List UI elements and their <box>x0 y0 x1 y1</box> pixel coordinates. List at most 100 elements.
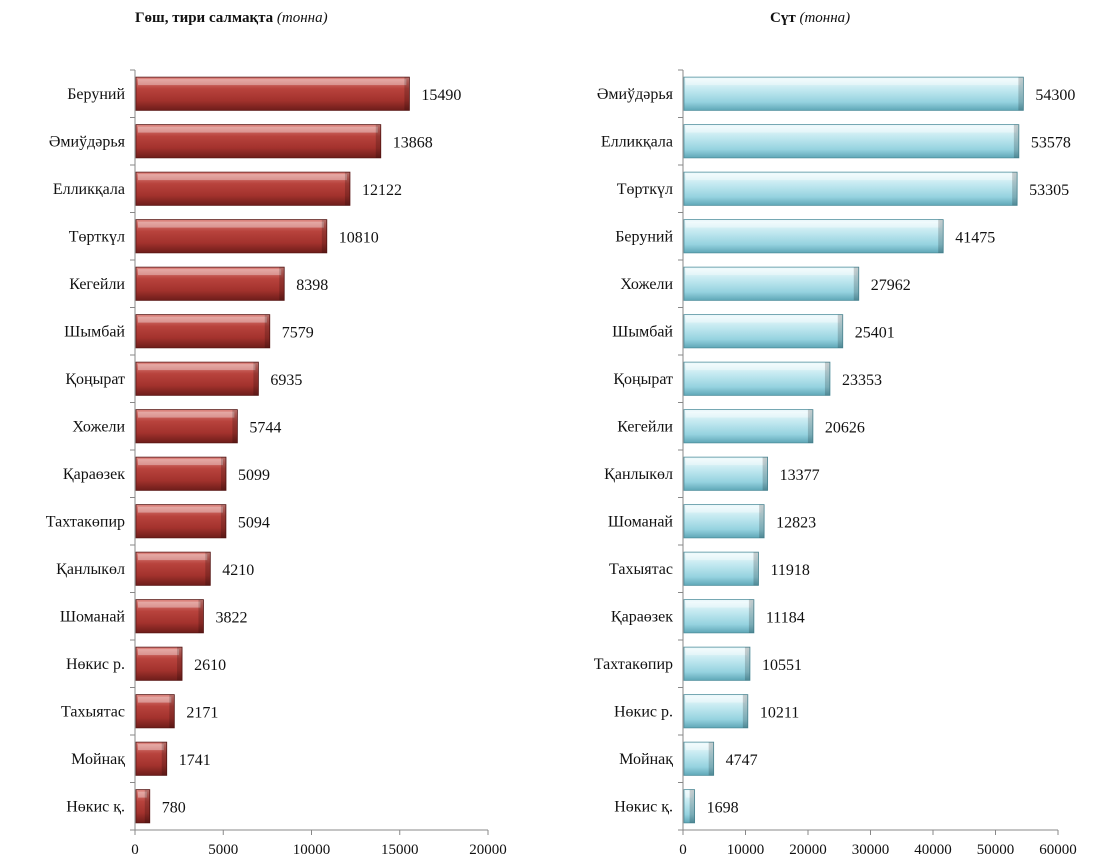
left-bar-highlight <box>138 506 223 513</box>
right-category-label: Қанлыкөл <box>604 466 673 483</box>
left-bar <box>135 504 227 539</box>
right-value-label: 20626 <box>825 419 865 436</box>
left-bar-highlight <box>138 601 201 608</box>
left-bar-group <box>135 551 211 586</box>
left-value-label: 5744 <box>249 419 281 436</box>
left-bar-highlight <box>138 791 147 798</box>
right-chart-unit: (тонна) <box>799 10 851 26</box>
left-bar-endcap <box>220 504 226 538</box>
right-bar-group <box>683 551 759 586</box>
left-bar-endcap <box>321 219 327 253</box>
left-value-label: 8398 <box>296 277 328 294</box>
left-bar-group <box>135 789 151 824</box>
left-category-label: Нөкис қ. <box>66 798 125 815</box>
right-bar-group <box>683 219 944 254</box>
right-bar-highlight <box>686 554 756 561</box>
right-value-label: 23353 <box>842 372 882 389</box>
right-bar-endcap <box>744 647 750 681</box>
right-category-label: Мойнақ <box>619 751 673 768</box>
right-bar <box>683 694 749 729</box>
left-category-label: Елликқала <box>53 181 125 198</box>
left-chart-title: Гөш, тири салмақта (тонна) <box>135 10 328 27</box>
right-bar-highlight <box>686 269 856 276</box>
right-category-label: Хожели <box>620 276 673 293</box>
right-bar-highlight <box>686 601 751 608</box>
right-bar <box>683 314 844 349</box>
left-bar-highlight <box>138 126 378 133</box>
left-bar <box>135 266 285 301</box>
left-bar-group <box>135 266 285 301</box>
left-bar <box>135 694 175 729</box>
right-bar-endcap <box>1012 172 1018 206</box>
right-bar-endcap <box>742 694 748 728</box>
right-bar-highlight <box>686 649 747 656</box>
right-bar <box>683 741 715 776</box>
right-category-label: Әмиўдәрья <box>597 86 674 103</box>
left-bar-group <box>135 124 382 159</box>
right-x-tick-label: 0 <box>679 842 687 858</box>
right-bar-group <box>683 266 860 301</box>
right-bar-endcap <box>1018 77 1024 111</box>
right-bar-endcap <box>689 789 695 823</box>
left-value-label: 5099 <box>238 467 270 484</box>
left-bar-highlight <box>138 79 407 86</box>
left-bar-group <box>135 314 271 349</box>
right-value-label: 27962 <box>871 277 911 294</box>
left-value-label: 5094 <box>238 514 270 531</box>
right-bar-highlight <box>686 411 810 418</box>
left-category-label: Шоманай <box>60 608 126 625</box>
right-x-tick-label: 10000 <box>727 842 765 858</box>
left-category-label: Хожели <box>72 418 125 435</box>
left-bar-group <box>135 599 204 634</box>
left-category-label: Әмиўдәрья <box>49 133 126 150</box>
left-category-label: Төрткүл <box>69 228 125 245</box>
left-bar <box>135 741 168 776</box>
right-x-tick-label: 30000 <box>852 842 890 858</box>
right-bar-group <box>683 314 844 349</box>
left-category-label: Кегейли <box>69 276 125 293</box>
right-category-label: Қараөзек <box>611 608 673 625</box>
right-value-label: 11918 <box>770 562 809 579</box>
left-bar-highlight <box>138 364 256 371</box>
right-bar-group <box>683 361 831 396</box>
left-category-label: Нөкис р. <box>66 656 125 673</box>
right-x-tick-label: 40000 <box>914 842 952 858</box>
right-chart-title: Сүт (тонна) <box>770 10 850 27</box>
right-value-label: 10211 <box>760 704 799 721</box>
right-category-label: Шоманай <box>608 513 674 530</box>
right-bar <box>683 76 1024 111</box>
left-bar-endcap <box>144 789 150 823</box>
left-bar-highlight <box>138 316 267 323</box>
right-bar <box>683 171 1018 206</box>
left-x-tick-label: 10000 <box>293 842 331 858</box>
right-bar-group <box>683 76 1024 111</box>
left-bar-endcap <box>279 267 285 301</box>
right-category-label: Елликқала <box>601 133 673 150</box>
left-bar <box>135 76 410 111</box>
right-category-label: Беруний <box>615 228 673 245</box>
right-bar-highlight <box>686 696 745 703</box>
left-bar-group <box>135 694 175 729</box>
left-bar <box>135 171 351 206</box>
right-bar-highlight <box>686 174 1015 181</box>
right-bar-highlight <box>686 126 1016 133</box>
right-bar <box>683 266 860 301</box>
right-bar-highlight <box>686 316 840 323</box>
left-category-label: Қараөзек <box>63 466 125 483</box>
left-bar <box>135 456 227 491</box>
right-value-label: 25401 <box>855 324 895 341</box>
right-bar-group <box>683 694 749 729</box>
left-bar-highlight <box>138 649 180 656</box>
left-value-label: 12122 <box>362 182 402 199</box>
left-bar <box>135 789 151 824</box>
right-chart: 0 10000 20000 30000 40000 50000 60000 Әмиўдәрья… <box>594 69 1077 858</box>
right-category-label: Тахтакөпир <box>594 656 673 673</box>
right-bar-endcap <box>748 599 754 633</box>
right-bar-group <box>683 504 765 539</box>
left-category-label: Мойнақ <box>71 751 125 768</box>
left-bar-highlight <box>138 744 164 751</box>
left-bar-highlight <box>138 696 172 703</box>
left-bar-endcap <box>205 552 211 586</box>
left-bar-group <box>135 646 183 681</box>
